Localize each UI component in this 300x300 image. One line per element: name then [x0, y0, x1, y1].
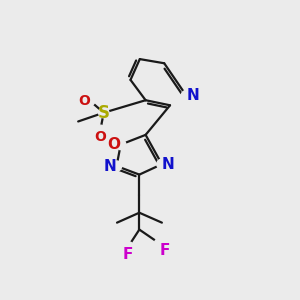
Text: O: O	[94, 130, 106, 144]
Circle shape	[181, 91, 191, 101]
Text: N: N	[186, 88, 199, 103]
Circle shape	[111, 161, 122, 171]
Circle shape	[157, 159, 167, 169]
Text: F: F	[160, 243, 170, 258]
Circle shape	[116, 140, 126, 150]
Circle shape	[95, 125, 105, 135]
Circle shape	[99, 108, 109, 118]
Circle shape	[123, 242, 133, 252]
Circle shape	[85, 96, 95, 106]
Text: N: N	[104, 159, 117, 174]
Circle shape	[154, 238, 165, 248]
Text: F: F	[123, 247, 134, 262]
Text: S: S	[98, 104, 110, 122]
Text: O: O	[108, 137, 121, 152]
Text: O: O	[78, 94, 90, 108]
Text: N: N	[162, 157, 175, 172]
